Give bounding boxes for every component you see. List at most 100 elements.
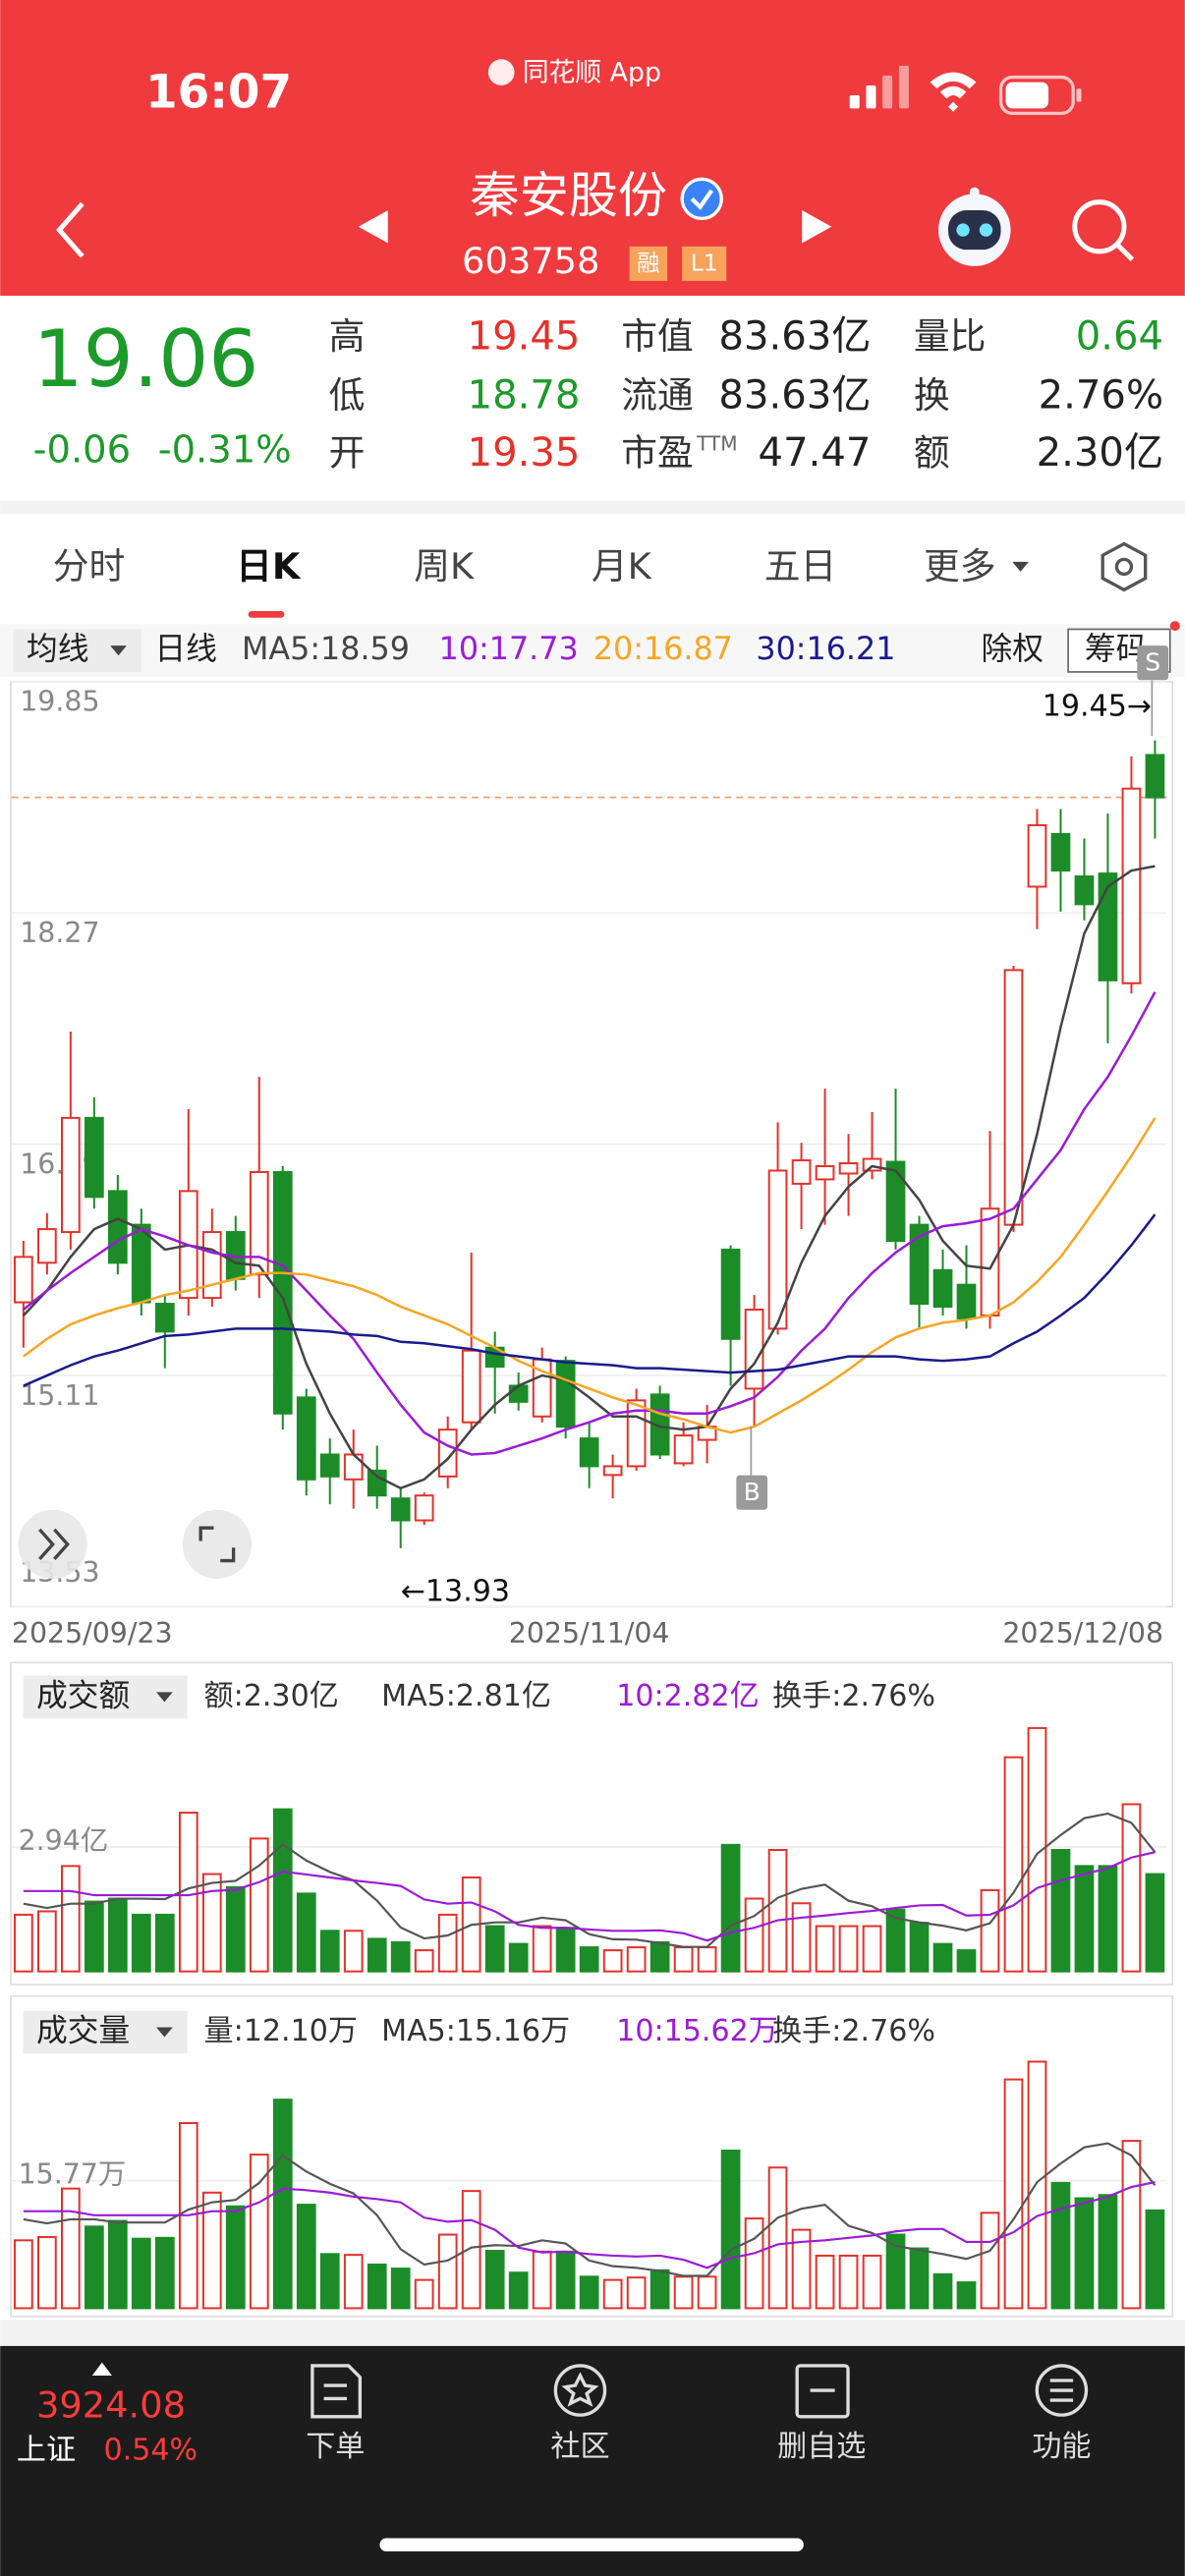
next-stock[interactable]	[802, 210, 832, 244]
home-indicator	[379, 2538, 804, 2551]
period-name: 日线	[154, 632, 217, 667]
bar	[956, 2281, 977, 2310]
price-change-pct: -0.31%	[158, 427, 292, 472]
settings-button[interactable]	[1100, 541, 1148, 592]
bar	[414, 1949, 434, 1973]
panel-select[interactable]	[23, 1675, 188, 1719]
fullscreen-button[interactable]	[182, 1509, 253, 1579]
search-button[interactable]	[1072, 199, 1135, 261]
tab[interactable]: 周K	[414, 545, 475, 588]
adjust-button[interactable]: 除权	[981, 632, 1044, 667]
candle-body	[767, 1169, 788, 1330]
candle-body	[437, 1428, 458, 1478]
status-icons	[849, 65, 1082, 116]
stat-value: 2.76%	[1039, 373, 1163, 419]
candle-body	[1121, 787, 1142, 984]
buy-marker: B	[744, 1478, 761, 1506]
stat-value: 0.64	[1076, 313, 1163, 359]
bar	[885, 1908, 906, 1973]
stat-label: 市盈	[621, 432, 694, 475]
nav-item[interactable]: 删自选	[777, 2430, 866, 2464]
bar	[36, 1910, 57, 1973]
candle-body	[367, 1469, 387, 1497]
tab[interactable]: 分时	[53, 545, 126, 588]
candle-body	[885, 1160, 906, 1243]
high-label: 19.45→	[1043, 690, 1152, 724]
candle-body	[84, 1116, 104, 1199]
bar	[1003, 1756, 1024, 1973]
legend-entry: 30:16.21	[756, 632, 895, 667]
ma-line	[23, 991, 1157, 1456]
indicator-name: 均线	[27, 632, 89, 667]
bar	[885, 2233, 906, 2310]
candle-body	[319, 1453, 340, 1478]
candle-body	[1098, 872, 1118, 981]
app-icon	[487, 59, 515, 85]
tab[interactable]: 五日	[764, 545, 837, 588]
bar	[296, 2204, 316, 2310]
turnover-rate: 换手:2.76%	[772, 2014, 935, 2048]
nav-item[interactable]: 功能	[1032, 2430, 1091, 2464]
bar	[1027, 2060, 1047, 2310]
candle-body	[932, 1268, 953, 1309]
nav-item[interactable]: 社区	[550, 2430, 609, 2464]
bar	[1074, 1865, 1095, 1973]
turnover-rate: 换手:2.76%	[772, 1679, 935, 1713]
stat-value: 2.30亿	[1037, 430, 1163, 476]
prev-stock[interactable]	[358, 210, 388, 244]
index-pct: 0.54%	[104, 2433, 198, 2467]
bar	[36, 2236, 57, 2310]
bar	[343, 2254, 364, 2310]
bar	[225, 2205, 246, 2310]
dropdown-caret	[156, 2027, 173, 2038]
back-button[interactable]	[56, 201, 85, 258]
bar	[909, 1922, 930, 1973]
candle-body	[744, 1309, 764, 1390]
divider	[0, 501, 1185, 515]
bar	[107, 1897, 128, 1973]
panel-select[interactable]	[23, 2010, 188, 2054]
low-label: ←13.93	[401, 1574, 510, 1608]
stat-label: 开	[329, 432, 366, 475]
expand-left-button[interactable]	[18, 1509, 87, 1579]
bar	[84, 1900, 104, 1973]
badge: L1	[691, 250, 718, 277]
ma-line	[23, 2181, 1156, 2269]
tab[interactable]: 日K	[236, 545, 302, 588]
bar	[932, 2272, 953, 2310]
index-arrow	[91, 2362, 112, 2376]
bar	[14, 1913, 33, 1973]
chips-button[interactable]: 筹码	[1085, 632, 1148, 667]
bar	[579, 2275, 599, 2310]
nav-icons	[310, 2364, 1089, 2419]
candle-body	[720, 1248, 741, 1340]
badge-bg	[629, 246, 668, 281]
candle-body	[36, 1228, 57, 1264]
candle-body	[1145, 754, 1165, 799]
legend-entry: MA5:15.16万	[381, 2014, 570, 2048]
quote-stats: 高 19.45 市值 83.63亿 量比 0.64 低 18.78 流通 83.63亿换 2.76%…	[329, 313, 1163, 476]
assistant-button[interactable]	[937, 187, 1011, 266]
bar	[980, 1888, 1000, 1973]
bar	[720, 2149, 741, 2310]
bar	[1050, 2181, 1071, 2310]
candle-body	[461, 1349, 481, 1424]
sell-marker: S	[1145, 648, 1160, 677]
candle-body	[555, 1360, 576, 1428]
bar	[201, 2191, 222, 2310]
ma-line	[23, 1213, 1157, 1387]
bar	[626, 2276, 647, 2310]
index-value[interactable]: 3924.08	[36, 2383, 186, 2426]
panel-value: 量:12.10万	[204, 2014, 358, 2048]
bar	[555, 2250, 576, 2310]
tab[interactable]: 月K	[592, 545, 652, 588]
nav-item[interactable]: 下单	[306, 2430, 365, 2464]
amount-chart: 成交额 额:2.30亿 MA5:2.81亿 10:2.82亿 换手:2.76% 2.94亿	[11, 1675, 1167, 1973]
candle-body	[249, 1170, 269, 1276]
bar	[414, 2278, 434, 2310]
bar	[390, 2268, 411, 2310]
verified-check	[690, 189, 713, 210]
tab[interactable]: 更多	[924, 545, 996, 588]
ma-line	[23, 2142, 1157, 2277]
stat-value: 83.63亿	[718, 373, 871, 419]
